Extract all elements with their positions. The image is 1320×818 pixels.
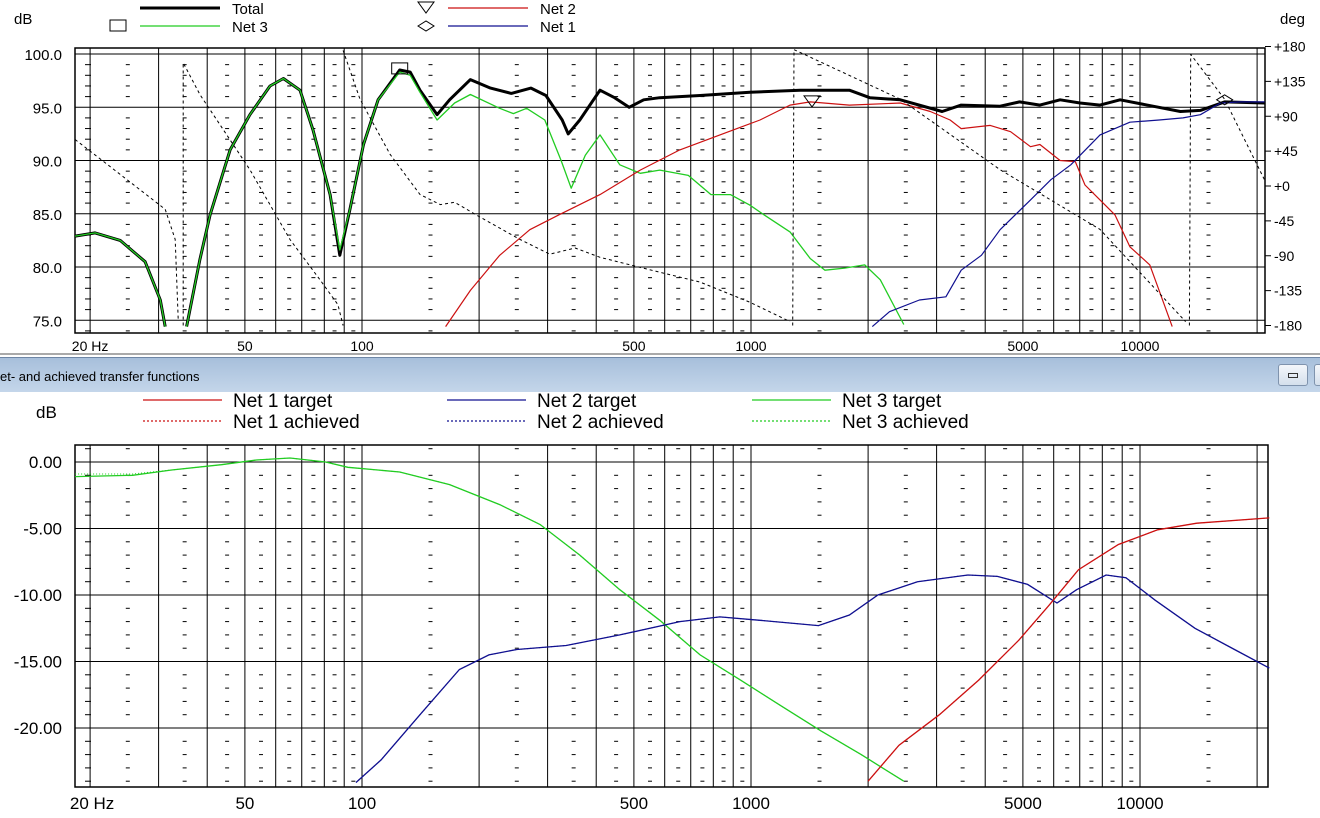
bottom-x-tick-label: 20 Hz [70,794,114,813]
legend-marker-square [109,19,127,32]
top-x-tick-label: 20 Hz [72,338,109,354]
bottom-y-tick-label: -20.00 [14,719,62,738]
top-y2-tick-label: +135 [1274,73,1306,89]
legend-label: Net 3 target [842,391,942,412]
legend-label: Net 3 [232,19,268,36]
legend-marker-diamond [417,20,435,32]
top-x-tick-label: 1000 [735,338,766,354]
bottom-x-tick-label: 500 [620,794,648,813]
top-y2-tick-label: +0 [1274,178,1290,194]
bottom-y-axis-label: dB [36,403,57,422]
bottom-y-tick-label: -15.00 [14,653,62,672]
top-chart-frame [74,47,1266,334]
window-title: et- and achieved transfer functions [0,369,200,384]
series-line-net-3-target [75,457,905,782]
bottom-chart-frame [74,444,1269,788]
bottom-x-tick-label: 10000 [1116,794,1163,813]
series-line-net-1 [871,101,1265,328]
top-y2-tick-label: -90 [1274,248,1294,264]
legend-marker-triangle [417,1,435,14]
series-line-total-phase [74,139,179,320]
window-titlebar[interactable]: et- and achieved transfer functions [0,357,1320,392]
legend-label: Net 2 target [537,391,637,412]
bottom-x-tick-label: 100 [348,794,376,813]
top-y-tick-label: 95.0 [33,100,62,117]
legend-label: Net 1 achieved [233,412,360,433]
marker-diamond [1215,94,1234,106]
top-x-tick-label: 10000 [1121,338,1160,354]
legend-label: Net 1 target [233,391,333,412]
top-x-tick-label: 5000 [1007,338,1038,354]
top-y2-tick-label: +180 [1274,39,1306,55]
series-line-total-phase [1188,53,1265,326]
legend-label: Net 2 achieved [537,412,664,433]
series-line-net-2-target [355,574,1270,783]
bottom-y-tick-label: -5.00 [23,520,62,539]
top-y-tick-label: 80.0 [33,260,62,277]
bottom-x-tick-label: 50 [235,794,254,813]
top-x-tick-label: 50 [237,338,253,354]
series-line-net-3 [185,71,905,327]
minimize-icon [1288,373,1298,378]
series-line-total-phase [342,50,791,323]
top-y-axis-label: dB [14,11,32,28]
top-y-tick-label: 100.0 [24,47,62,64]
series-line-net-3 [74,232,166,327]
series-line-net-2-achieved [355,574,1270,783]
legend-label: Net 1 [540,19,576,36]
bottom-y-tick-label: -10.00 [14,586,62,605]
series-line-net-2 [445,101,1173,327]
series-line-net-3-achieved [75,457,905,782]
top-x-tick-label: 500 [622,338,646,354]
marker-triangle [803,95,821,108]
minimize-button[interactable] [1278,364,1308,386]
bottom-x-tick-label: 1000 [732,794,770,813]
top-y2-tick-label: -45 [1274,213,1294,229]
series-line-total [185,68,1265,327]
series-line-total-phase [792,49,1186,326]
top-y2-tick-label: -135 [1274,283,1302,299]
top-x-tick-label: 100 [350,338,374,354]
bottom-y-tick-label: 0.00 [29,453,62,472]
top-y2-tick-label: +90 [1274,108,1298,124]
marker-square [391,62,409,75]
legend-label: Net 2 [540,1,576,18]
top-y-tick-label: 75.0 [33,313,62,330]
legend-label: Net 3 achieved [842,412,969,433]
maximize-button[interactable] [1314,364,1320,386]
top-y2-axis-label: deg [1280,11,1305,28]
top-y-tick-label: 85.0 [33,207,62,224]
bottom-chart-grid [74,444,1269,788]
top-y-tick-label: 90.0 [33,154,62,171]
top-y2-tick-label: -180 [1274,318,1302,334]
top-y2-tick-label: +45 [1274,143,1298,159]
series-line-net-1-achieved [867,517,1270,782]
legend-label: Total [232,1,264,18]
bottom-x-tick-label: 5000 [1004,794,1042,813]
top-chart-grid [74,47,1266,334]
